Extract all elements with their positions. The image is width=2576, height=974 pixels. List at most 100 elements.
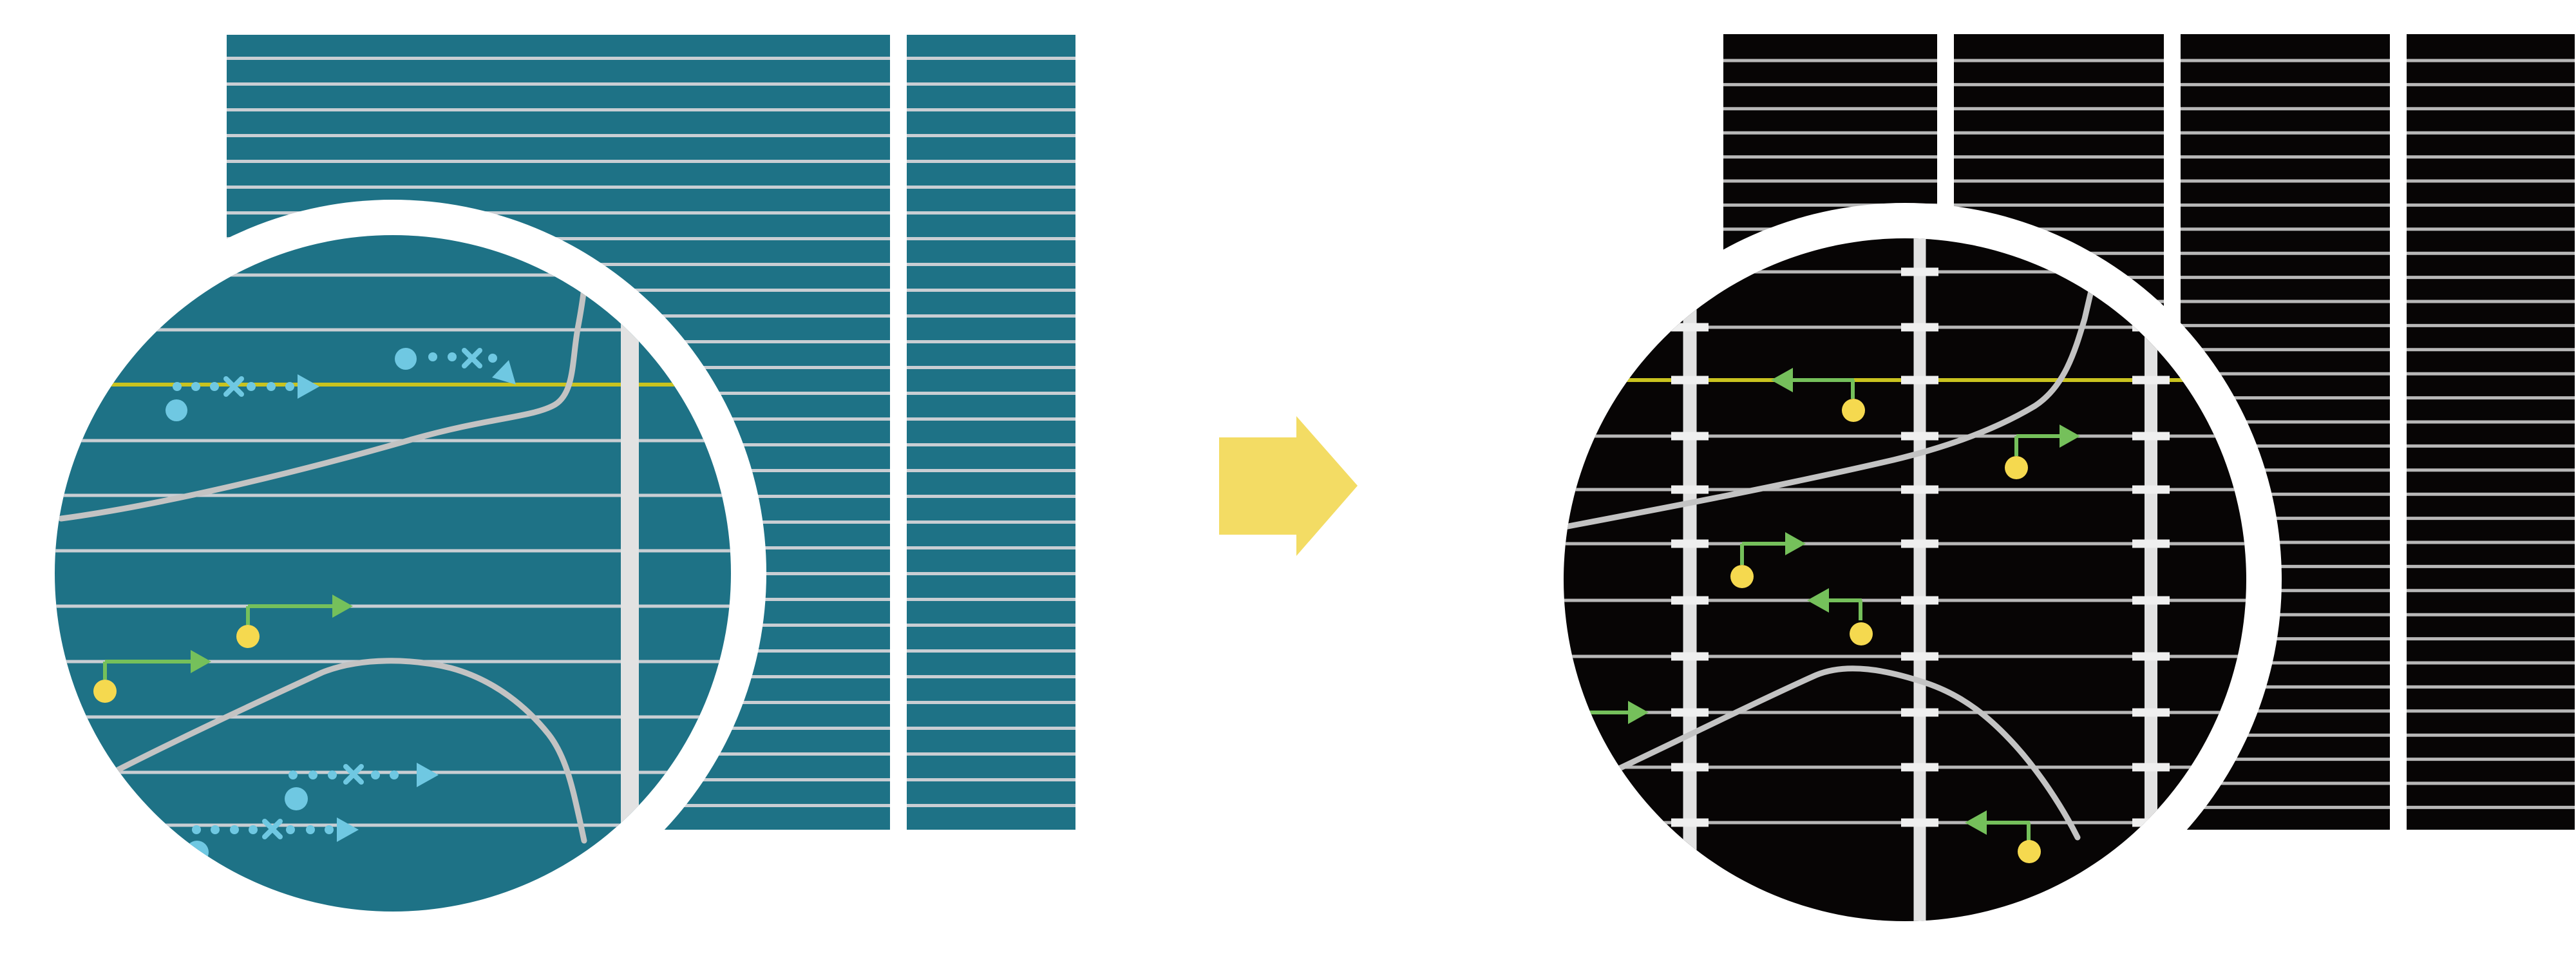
collected-carrier-path (1730, 532, 1806, 588)
busbar-contact-pad (1901, 763, 1938, 772)
trail-dot (285, 382, 294, 391)
collected-carrier-path (2005, 425, 2080, 479)
electron-dot (395, 348, 417, 370)
carrier-arrowhead-icon (1771, 368, 1793, 392)
electron-arrowhead-icon (298, 374, 319, 399)
trail-dot (328, 770, 337, 779)
trail-dot (249, 825, 258, 834)
standard-cell-panel-cell-2 (907, 35, 1075, 830)
busbar-contact-pad (1671, 763, 1709, 772)
left-magnifier (19, 200, 766, 947)
electron-loss-path (166, 374, 319, 421)
electron-dot (166, 399, 187, 421)
carrier-arrowhead-icon (2060, 425, 2080, 448)
trail-dot (191, 382, 200, 391)
collected-carrier-path (236, 595, 353, 648)
electron-loss-path (285, 763, 439, 810)
carrier-dot (2005, 456, 2028, 479)
busbar-contact-pad (1901, 652, 1938, 661)
recombination-x-icon (343, 764, 364, 785)
carrier-dot (1850, 622, 1873, 645)
busbar-contact-pad (2132, 485, 2170, 494)
collected-carrier-path (1965, 810, 2041, 863)
electron-arrowhead-icon (492, 360, 516, 385)
electron-loss-path (395, 348, 516, 385)
trail-dot (211, 825, 220, 834)
trail-dot (448, 352, 457, 361)
busbar-contact-pad (1901, 818, 1938, 827)
trail-dot (428, 352, 437, 361)
recombination-x-icon (262, 819, 283, 839)
carrier-arrowhead-icon (1965, 810, 1987, 835)
busbar-contact-pad (2132, 376, 2170, 385)
busbar-contact-pad (1901, 485, 1938, 494)
carrier-dot (93, 680, 117, 703)
busbar-contact-pad (2132, 596, 2170, 605)
busbar-contact-pad (1671, 596, 1709, 605)
busbar-contact-pad (1901, 376, 1938, 385)
busbar-contact-pad (1901, 432, 1938, 441)
busbar-contact-pad (2132, 432, 2170, 441)
grain-boundary-curve (99, 658, 587, 844)
busbar (1683, 238, 1697, 921)
trail-dot (371, 770, 380, 779)
trail-dot (286, 825, 295, 834)
busbar (1913, 238, 1926, 921)
busbar-contact-pad (1671, 323, 1709, 332)
improved-cell-panel-cell-4 (2407, 34, 2575, 830)
busbar-contact-pad (2132, 763, 2170, 772)
collected-carrier-path (93, 650, 211, 703)
trail-dot (192, 825, 201, 834)
trail-dot (210, 382, 219, 391)
busbar-contact-pad (2132, 708, 2170, 717)
trail-dot (325, 825, 334, 834)
busbar-contact-pad (1671, 539, 1709, 548)
busbar-contact-pad (1901, 539, 1938, 548)
collected-carrier-path (1771, 368, 1865, 422)
trail-dot (267, 382, 276, 391)
transform-arrow-icon (1219, 416, 1358, 556)
busbar-contact-pad (1901, 596, 1938, 605)
carrier-arrowhead-icon (332, 595, 353, 618)
busbar-contact-pad (2132, 652, 2170, 661)
left-magnifier-disc (55, 235, 731, 912)
busbar-contact-pad (1671, 432, 1709, 441)
carrier-dot (2018, 840, 2041, 863)
carrier-dot (1842, 399, 1865, 422)
busbar-contact-pad (1901, 323, 1938, 332)
trail-dot (289, 770, 298, 779)
left-magnifier-view (55, 235, 731, 912)
busbar-contact-pad (1671, 376, 1709, 385)
grain-boundary-curve (1564, 288, 2094, 534)
busbar-contact-pad (1671, 652, 1709, 661)
carrier-dot (236, 625, 260, 648)
busbar-contact-pad (1671, 485, 1709, 494)
trail-dot (390, 770, 399, 779)
carrier-dot (1730, 565, 1754, 588)
electron-dot (285, 787, 308, 810)
transform-arrow-body (1219, 437, 1296, 535)
grain-boundary-curve (58, 279, 588, 522)
right-magnifier-disc (1564, 238, 2246, 921)
trail-dot (173, 382, 182, 391)
carrier-arrowhead-icon (191, 650, 211, 673)
trail-dot (306, 825, 315, 834)
recombination-x-icon (462, 348, 482, 368)
right-magnifier (1528, 203, 2282, 957)
electron-arrowhead-icon (417, 763, 439, 787)
busbar-contact-pad (2132, 539, 2170, 548)
trail-dot (488, 354, 497, 363)
busbar (621, 235, 639, 912)
busbar-contact-pad (1671, 818, 1709, 827)
recombination-x-icon (223, 376, 244, 397)
carrier-arrowhead-icon (1628, 701, 1649, 724)
trail-dot (230, 825, 239, 834)
busbar (2145, 238, 2157, 921)
transform-arrow-head (1296, 416, 1358, 556)
trail-dot (247, 382, 256, 391)
grain-boundary-curve (1604, 665, 2081, 841)
busbar-contact-pad (1901, 708, 1938, 717)
collected-carrier-path (1807, 588, 1873, 645)
